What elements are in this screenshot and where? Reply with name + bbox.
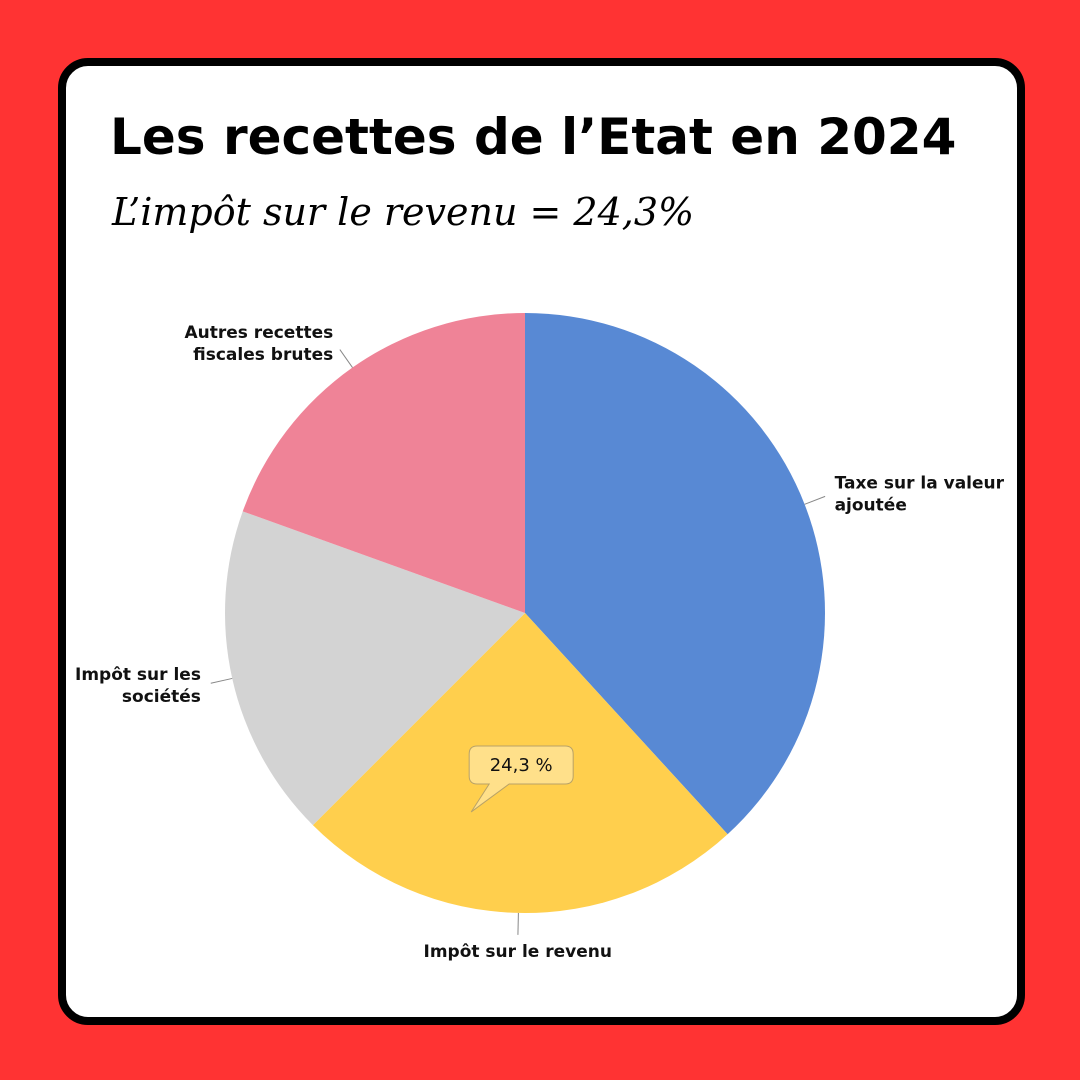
label-leader-lines (210, 349, 826, 935)
chart-subtitle: L’impôt sur le revenu = 24,3% (112, 190, 695, 234)
data-label-impot-sur-le-revenu: 24,3 % (490, 755, 553, 776)
leader-line-impot-sur-les-societes (210, 677, 233, 684)
slice-label-taxe-sur-la-valeur-ajoutee: Taxe sur la valeur ajoutée (835, 473, 1005, 515)
data-label-callout: 24,3 % (468, 745, 574, 813)
pie-slices (225, 313, 826, 913)
chart-title: Les recettes de l’Etat en 2024 (110, 108, 957, 166)
callout-bubble (468, 745, 574, 813)
leader-line-taxe-sur-la-valeur-ajoutee (804, 495, 826, 505)
leader-line-autres-recettes-fiscales-brutes (339, 349, 353, 368)
slice-labels: Taxe sur la valeur ajoutée Impôt sur le re… (75, 323, 1005, 962)
pie-slice-taxe-sur-la-valeur-ajoutee (525, 313, 826, 835)
slice-label-impot-sur-le-revenu: Impôt sur le revenu (424, 942, 612, 962)
slice-label-autres-recettes-fiscales-brutes: Autres recettes fiscales brutes (184, 323, 333, 365)
data-label-callouts: 24,3 % (468, 745, 574, 813)
pie-slice-autres-recettes-fiscales-brutes (242, 313, 525, 613)
slice-label-impot-sur-les-societes: Impôt sur les sociétés (75, 665, 201, 707)
pie-slice-impot-sur-les-societes (225, 511, 525, 826)
